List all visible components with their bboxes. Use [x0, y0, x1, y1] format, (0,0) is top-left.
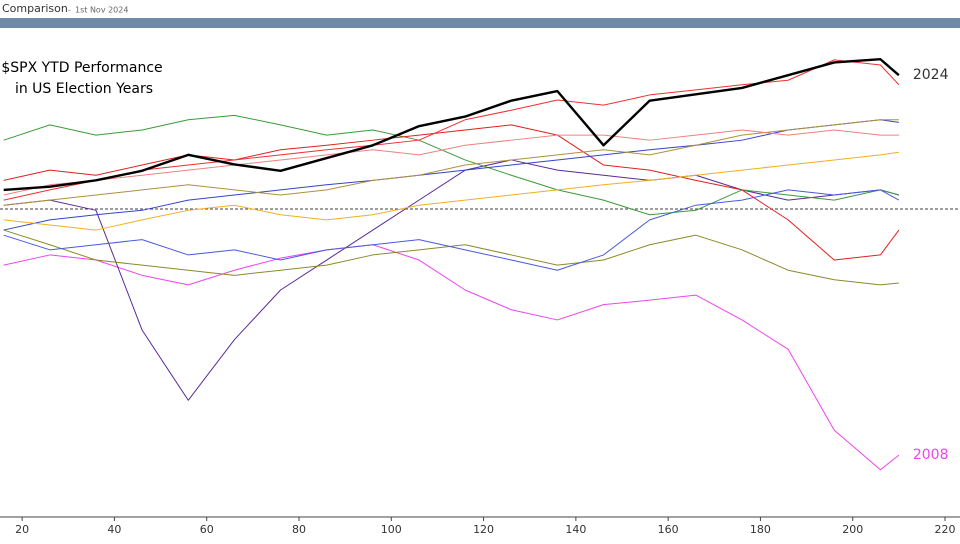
- chart-title: $SPX YTD Performance: [1, 60, 162, 76]
- series-line: [3, 58, 900, 192]
- series-line: [3, 129, 899, 196]
- series-line: [3, 119, 899, 206]
- header-date: 1st Nov 2024: [75, 6, 128, 15]
- series-line: [3, 124, 900, 261]
- x-tick-label: 180: [750, 523, 771, 536]
- series-label: 2024: [913, 67, 949, 83]
- series-line: [3, 229, 899, 286]
- header-title: Comparison: [2, 2, 68, 15]
- x-tick-label: 220: [935, 523, 956, 536]
- x-tick-label: 120: [473, 523, 494, 536]
- series-label: 2008: [913, 447, 949, 463]
- series-line: [3, 244, 900, 471]
- series-line: [3, 151, 899, 231]
- x-tick-label: 80: [292, 523, 306, 536]
- header-band: [0, 18, 960, 28]
- series-line: [3, 59, 900, 201]
- series-line: [3, 189, 900, 271]
- x-tick-label: 100: [381, 523, 402, 536]
- x-tick-label: 40: [107, 523, 121, 536]
- x-tick-label: 140: [565, 523, 586, 536]
- x-tick-label: 60: [200, 523, 214, 536]
- x-tick-label: 20: [15, 523, 29, 536]
- header-separator: -: [68, 6, 71, 15]
- x-tick-label: 160: [658, 523, 679, 536]
- x-tick-label: 200: [842, 523, 863, 536]
- chart-subtitle: in US Election Years: [15, 81, 153, 97]
